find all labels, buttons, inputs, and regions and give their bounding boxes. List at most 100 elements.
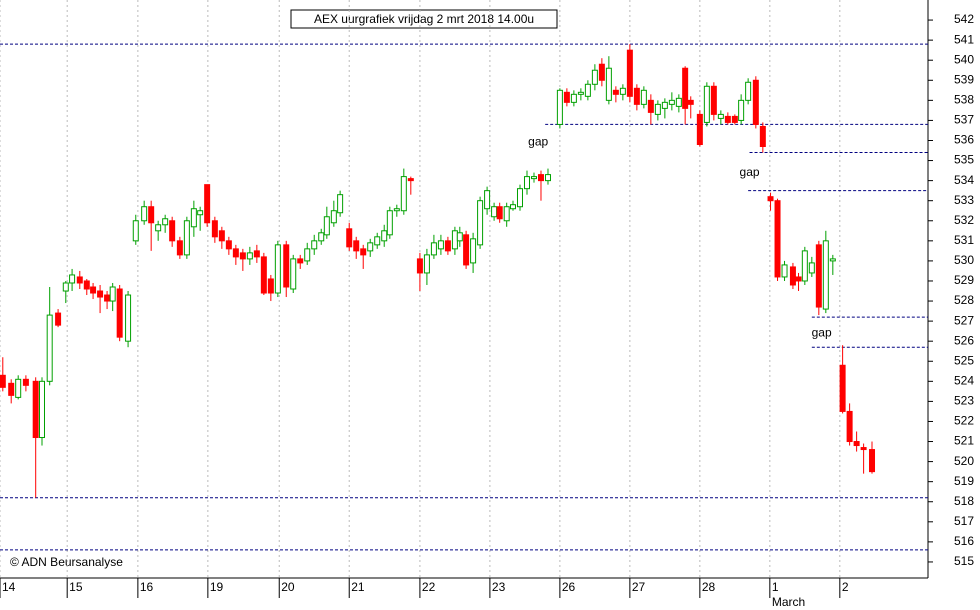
- candle-body: [430, 242, 437, 256]
- candle-body: [190, 208, 197, 228]
- candle-body: [456, 232, 463, 242]
- candle-body: [274, 244, 281, 294]
- candle-body: [647, 99, 654, 113]
- plot-area: [0, 0, 928, 578]
- y-tick-label: 542: [954, 12, 974, 26]
- candle-body: [839, 364, 846, 412]
- y-tick-label: 518: [954, 494, 974, 508]
- candle-body: [682, 67, 689, 109]
- y-tick-label: 515: [954, 554, 974, 568]
- candle-body: [90, 286, 97, 294]
- candle-body: [829, 258, 836, 262]
- candle-body: [745, 81, 752, 101]
- candle-body: [176, 240, 183, 256]
- candle-body: [808, 262, 815, 274]
- y-tick-label: 525: [954, 353, 974, 367]
- candle-body: [523, 176, 530, 190]
- candle-body: [76, 276, 83, 284]
- candle-body: [104, 294, 111, 302]
- candle-body: [822, 240, 829, 310]
- y-tick-label: 533: [954, 193, 974, 207]
- candle-body: [654, 103, 661, 115]
- x-tick-label: 22: [422, 580, 436, 594]
- candle-body: [360, 248, 367, 256]
- candle-body: [491, 206, 498, 218]
- y-tick-label: 536: [954, 133, 974, 147]
- candle-body: [484, 190, 491, 210]
- copyright: © ADN Beursanalyse: [10, 555, 123, 569]
- candle-body: [253, 250, 260, 258]
- x-tick-label: 23: [492, 580, 506, 594]
- y-tick-label: 517: [954, 514, 974, 528]
- candle-body: [530, 176, 537, 180]
- candle-body: [516, 188, 523, 208]
- candle-body: [330, 210, 337, 224]
- candle-body: [789, 266, 796, 286]
- candle-body: [386, 210, 393, 236]
- candle-body: [437, 240, 444, 250]
- x-tick-label: 21: [351, 580, 365, 594]
- y-tick-label: 538: [954, 93, 974, 107]
- candle-body: [400, 176, 407, 212]
- candle-body: [563, 91, 570, 103]
- y-tick-label: 527: [954, 313, 974, 327]
- x-tick-label: 19: [210, 580, 224, 594]
- candle-body: [132, 220, 139, 242]
- candle-body: [109, 286, 116, 302]
- candle-body: [337, 194, 344, 214]
- candle-body: [183, 220, 190, 256]
- annotation: gap: [740, 165, 760, 179]
- y-tick-label: 535: [954, 153, 974, 167]
- candle-body: [759, 125, 766, 148]
- candle-body: [125, 294, 132, 342]
- candle-body: [640, 89, 647, 105]
- x-tick-label: 14: [2, 580, 16, 594]
- candle-body: [155, 224, 162, 232]
- candle-body: [668, 99, 675, 105]
- candle-body: [703, 85, 710, 123]
- x-tick-label: 26: [562, 580, 576, 594]
- candle-body: [687, 99, 694, 105]
- candle-body: [869, 449, 876, 473]
- candle-body: [577, 91, 584, 95]
- candle-body: [626, 49, 633, 97]
- y-tick-label: 522: [954, 414, 974, 428]
- candle-body: [246, 252, 253, 260]
- candle-body: [853, 441, 860, 447]
- x-tick-label: 27: [632, 580, 646, 594]
- candle-body: [148, 206, 155, 224]
- candle-body: [0, 374, 6, 388]
- candle-body: [619, 87, 626, 95]
- y-tick-label: 534: [954, 173, 974, 187]
- candle-body: [62, 282, 69, 292]
- candle-body: [661, 101, 668, 109]
- x-tick-label: 1: [772, 580, 779, 594]
- chart-title: AEX uurgrafiek vrijdag 2 mrt 2018 14.00u: [314, 12, 534, 26]
- candle-body: [116, 288, 123, 338]
- candle-body: [496, 206, 503, 220]
- candle-body: [598, 63, 605, 81]
- y-tick-label: 531: [954, 233, 974, 247]
- y-tick-label: 519: [954, 474, 974, 488]
- candle-body: [162, 218, 169, 226]
- candle-body: [260, 256, 267, 294]
- candle-body: [239, 252, 246, 260]
- y-tick-label: 516: [954, 534, 974, 548]
- y-tick-label: 526: [954, 333, 974, 347]
- title-box: [290, 9, 558, 29]
- x-tick-label: 15: [69, 580, 83, 594]
- candle-body: [197, 210, 204, 216]
- candle-body: [69, 274, 76, 284]
- y-tick-label: 530: [954, 253, 974, 267]
- candle-body: [503, 206, 510, 222]
- candle-body: [38, 380, 45, 439]
- candle-body: [283, 244, 290, 288]
- candle-body: [795, 276, 802, 282]
- candle-body: [15, 378, 22, 398]
- candle-body: [556, 89, 563, 125]
- candle-body: [815, 244, 822, 308]
- candle-body: [451, 230, 458, 250]
- annotation: gap: [528, 135, 548, 149]
